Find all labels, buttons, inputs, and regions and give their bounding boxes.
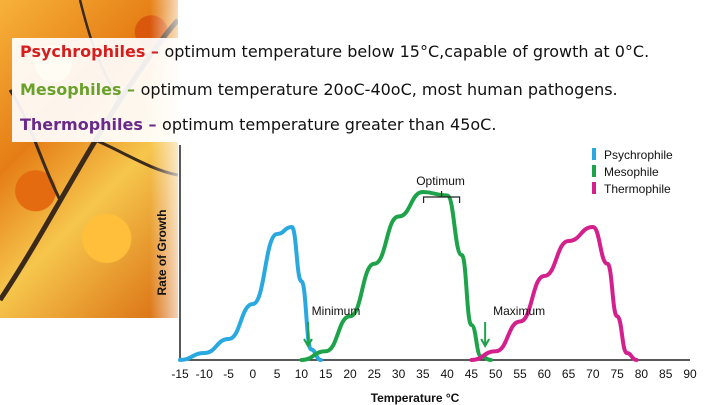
annotation-arrow [480, 322, 491, 349]
x-tick-label: 65 [562, 367, 576, 381]
legend-swatch [592, 182, 596, 194]
x-tick-label: 35 [416, 367, 430, 381]
x-tick-label: 60 [538, 367, 552, 381]
text-panel [12, 38, 702, 142]
x-tick-label: 55 [513, 367, 527, 381]
legend-label: Psychrophile [604, 148, 673, 162]
mesophiles-dash: – [121, 80, 141, 99]
x-tick-label: 20 [343, 367, 357, 381]
x-tick-label: 15 [319, 367, 333, 381]
x-tick-label: 10 [295, 367, 309, 381]
optimum-bracket [422, 191, 461, 203]
x-tick-label: 70 [586, 367, 600, 381]
series-psychrophile-line [178, 224, 323, 362]
x-tick-label: 30 [392, 367, 406, 381]
x-tick-label: 45 [465, 367, 479, 381]
x-axis-label: Temperature °C [371, 391, 460, 405]
x-tick-label: 85 [659, 367, 673, 381]
annotation-arrow [303, 322, 313, 349]
series-mesophile-line [299, 189, 493, 362]
x-tick-label: 90 [683, 367, 697, 381]
thermophiles-desc: optimum temperature greater than 45oC. [162, 115, 497, 134]
psychrophiles-term: Psychrophiles [20, 42, 146, 61]
psychrophiles-line: Psychrophiles – optimum temperature belo… [20, 42, 649, 61]
chart-legend: Psychrophile Mesophile Thermophile [592, 148, 673, 196]
x-tick-label: 5 [274, 367, 281, 381]
thermophiles-term: Thermophiles [20, 115, 143, 134]
legend-swatch [592, 165, 596, 177]
psychrophiles-desc: optimum temperature below 15°C,capable o… [164, 42, 650, 61]
x-tick-label: 40 [440, 367, 454, 381]
thermophiles-line: Thermophiles – optimum temperature great… [20, 115, 496, 134]
thermophiles-dash: – [142, 115, 163, 134]
mesophiles-line: Mesophiles – optimum temperature 20oC-40… [20, 80, 618, 99]
legend-swatch [592, 148, 596, 160]
x-tick-labels: -15 -10 -5 0 5 10 15 20 25 30 35 40 45 50 55 60 65 70 75 80… [171, 367, 697, 381]
x-tick-label: 80 [635, 367, 649, 381]
x-tick-label: 25 [368, 367, 382, 381]
x-tick-label: 75 [610, 367, 624, 381]
legend-label: Thermophile [604, 182, 671, 196]
mesophiles-term: Mesophiles [20, 80, 122, 99]
annotation-minimum: Minimum [312, 304, 361, 318]
series-thermophile-line [469, 224, 639, 362]
x-tick-label: -10 [196, 367, 214, 381]
annotation-maximum: Maximum [493, 304, 545, 318]
annotation-optimum: Optimum [416, 174, 465, 188]
growth-curves [178, 189, 639, 362]
x-tick-label: -5 [223, 367, 234, 381]
chart-annotations: Optimum Minimum Maximum [303, 174, 545, 349]
x-tick-label: 0 [250, 367, 257, 381]
x-tick-label: -15 [171, 367, 189, 381]
psychrophiles-dash: – [145, 42, 165, 61]
mesophiles-desc: optimum temperature 20oC-40oC, most huma… [140, 80, 618, 99]
y-axis-label: Rate of Growth [155, 210, 169, 296]
legend-label: Mesophile [604, 165, 659, 179]
x-tick-label: 50 [489, 367, 503, 381]
